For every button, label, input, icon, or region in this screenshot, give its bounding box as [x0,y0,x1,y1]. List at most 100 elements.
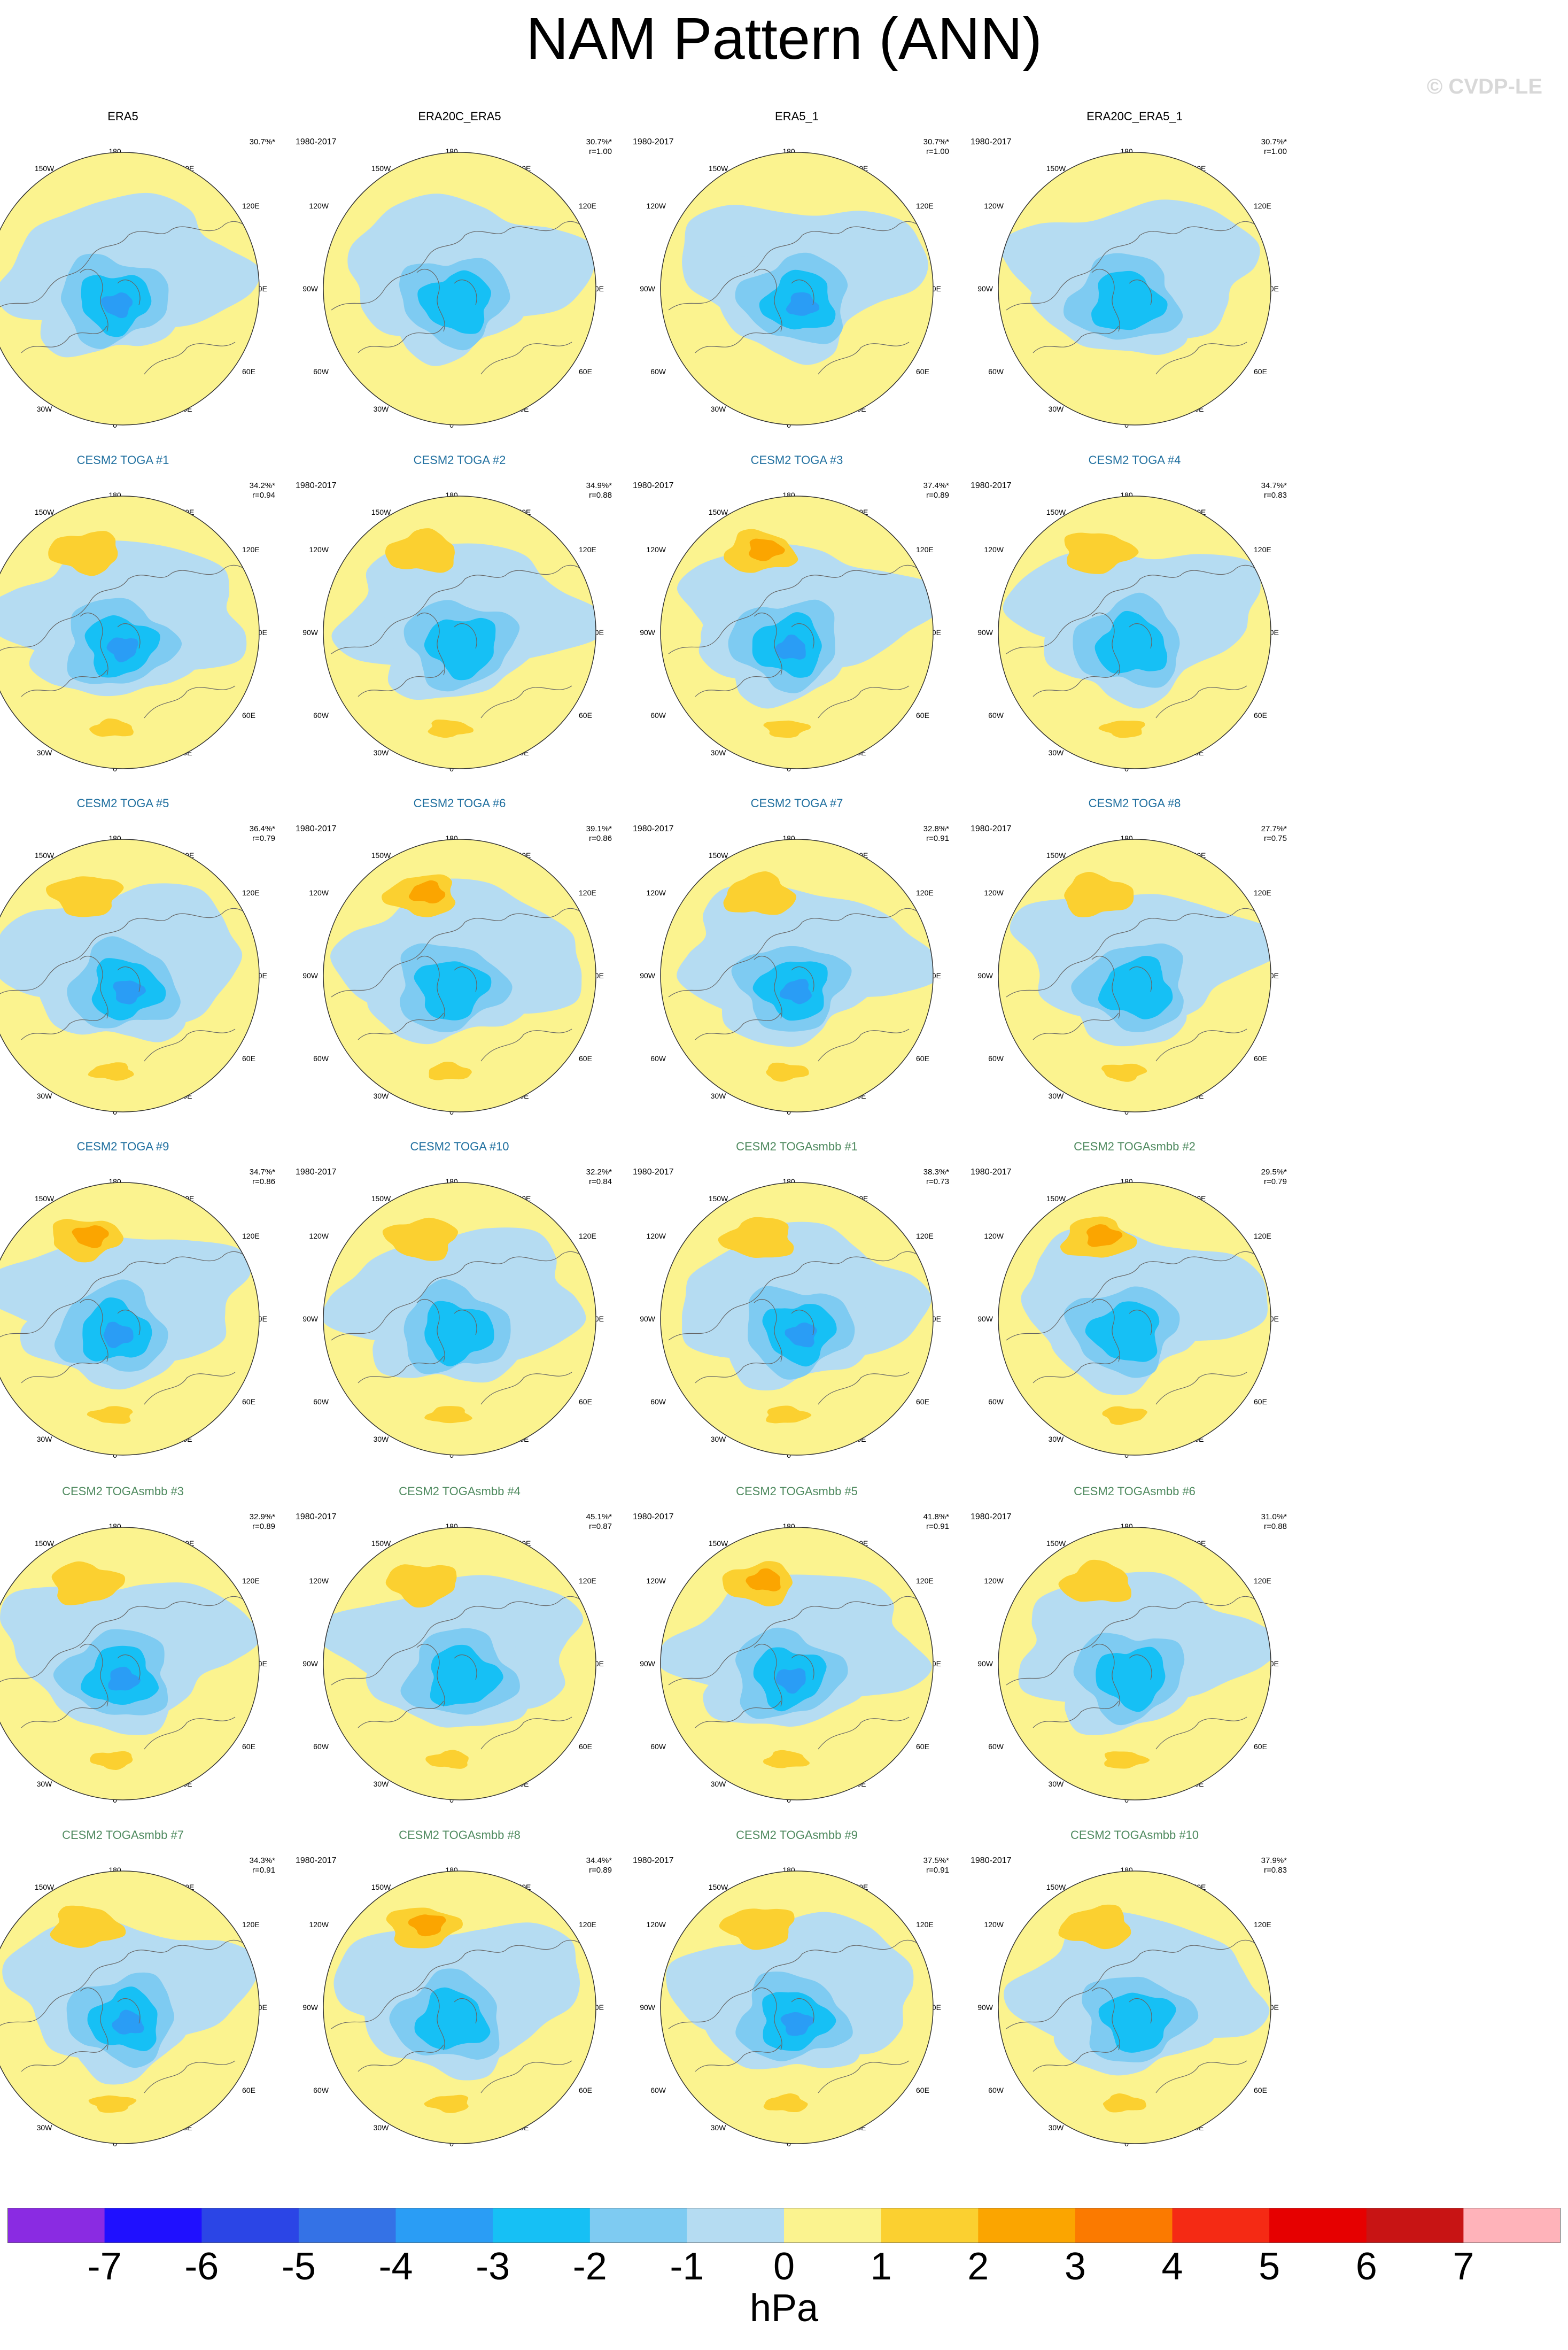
map-panel: CESM2 TOGA #7 1980-2017 32.8%* r=0.91 180 150… [628,797,965,1139]
coast-north [331,221,596,311]
coast-arctic [754,1644,814,1707]
map-lon-label: 60W [650,711,666,720]
polar-map [660,496,934,769]
pattern-correlation: r=0.73 [926,1177,949,1186]
colorbar-segment [784,2208,882,2243]
variance-explained: 32.9%* [249,1512,275,1521]
variance-explained: 34.9%* [586,481,612,490]
coastlines [1006,1939,1271,2093]
contour-minus-4 [108,1666,141,1691]
map-lon-label: 120W [646,888,666,897]
panel-stats: 36.4%* r=0.79 [250,824,275,844]
map-lon-label: 30W [36,1780,52,1788]
map-lon-label: 90W [302,2003,318,2012]
map-lon-label: 120E [916,1232,934,1240]
map-lon-label: 120W [309,1576,329,1585]
map-lon-label: 120E [1254,888,1271,897]
contour-plus-2-atlantic [1098,721,1145,738]
map-border [660,839,934,1112]
map-lon-label: 60W [313,1742,329,1751]
map-lon-label: 60E [579,711,592,720]
panel-period: 1980-2017 [296,1512,337,1521]
map-lon-label: 60W [313,367,329,376]
panel-title: CESM2 TOGAsmbb #7 [62,1828,184,1842]
contour-plus-2-atlantic [766,1405,812,1424]
colorbar-tick-label: -5 [281,2245,316,2288]
contour-plus-3-pacific [408,880,446,904]
coast-arctic [754,1988,814,2051]
contour-minus-4 [786,292,820,316]
panel-period: 1980-2017 [633,1168,674,1177]
map-lon-label: 150W [708,1539,728,1548]
colorbar-tick-label: 1 [870,2245,892,2288]
map-panel: CESM2 TOGA #4 1980-2017 34.7%* r=0.83 180 150… [966,453,1303,795]
map-lon-label: 90W [640,628,655,637]
polar-map [998,839,1271,1112]
panel-stats: 31.0%* r=0.88 [1261,1512,1287,1532]
map-lon-label: 120W [646,1920,666,1929]
variance-explained: 27.7%* [1261,824,1287,833]
variance-explained: 39.1%* [586,824,612,833]
map-lon-label: 30W [1048,1092,1064,1100]
map-lon-label: 90W [977,1659,993,1668]
contour-plus-2-atlantic [424,1406,472,1424]
pattern-correlation: r=0.91 [252,1866,275,1875]
contour-fields [323,839,596,1112]
map-border [660,1870,934,2144]
pattern-correlation: r=0.91 [926,1866,949,1875]
polar-map [998,152,1271,426]
credit-watermark: © CVDP-LE [1426,75,1542,98]
variance-explained: 30.7%* [923,137,949,146]
coast-arctic [1091,1988,1152,2051]
map-panel: CESM2 TOGAsmbb #6 1980-2017 31.0%* r=0.88 18… [966,1485,1303,1827]
map-lon-label: 150W [1046,1883,1066,1891]
panel-title: CESM2 TOGA #7 [750,797,843,810]
map-lon-label: 30W [36,748,52,757]
coastlines [331,1939,596,2093]
contour-plus-2-pacific [1058,1559,1132,1602]
variance-explained: 34.2%* [249,481,275,490]
polar-map [323,152,596,426]
coast-north [1006,221,1271,311]
panel-stats: 38.3%* r=0.73 [923,1168,949,1187]
polar-map [323,1527,596,1800]
colorbar-segment [1366,2208,1464,2243]
map-lon-label: 120E [579,1232,596,1240]
map-border [323,1182,596,1456]
variance-explained: 32.2%* [586,1168,612,1177]
coast-arctic [754,1299,814,1362]
map-lon-label: 90W [977,284,993,293]
map-lon-label: 60E [242,1397,255,1406]
panel-period: 1980-2017 [296,1856,337,1865]
colorbar-units: hPa [749,2287,819,2330]
panel-stats: 32.9%* r=0.89 [250,1512,275,1532]
colorbar-segment [493,2208,591,2243]
contour-minus-4 [103,1321,134,1348]
map-lon-label: 120E [579,888,596,897]
coast-arctic [416,269,477,332]
panel-period: 1980-2017 [971,137,1012,146]
contour-plus-2-atlantic [1102,1406,1147,1425]
map-border [0,496,260,769]
colorbar-tick-label: -7 [87,2245,122,2288]
coast-south [358,1012,572,1062]
coastlines [668,1251,933,1405]
polar-map [323,496,596,769]
contour-plus-2-atlantic [763,2093,808,2113]
colorbar-segment [978,2208,1076,2243]
map-lon-label: 120E [242,888,260,897]
coast-north [1006,1939,1271,2029]
variance-explained: 32.8%* [923,824,949,833]
map-lon-label: 90W [640,971,655,980]
panel-stats: 37.4%* r=0.89 [923,481,949,500]
coast-arctic [1091,269,1152,332]
map-panel: CESM2 TOGAsmbb #71980-201734.3%*r=0.9118… [0,1828,291,2170]
map-border [660,152,934,426]
contour-plus-3-pacific [749,538,785,561]
coast-arctic [754,613,814,676]
coastlines [668,908,933,1062]
map-lon-label: 120W [309,1920,329,1929]
coastlines [0,1596,259,1750]
map-lon-label: 150W [1046,851,1066,860]
polar-map [0,496,260,769]
